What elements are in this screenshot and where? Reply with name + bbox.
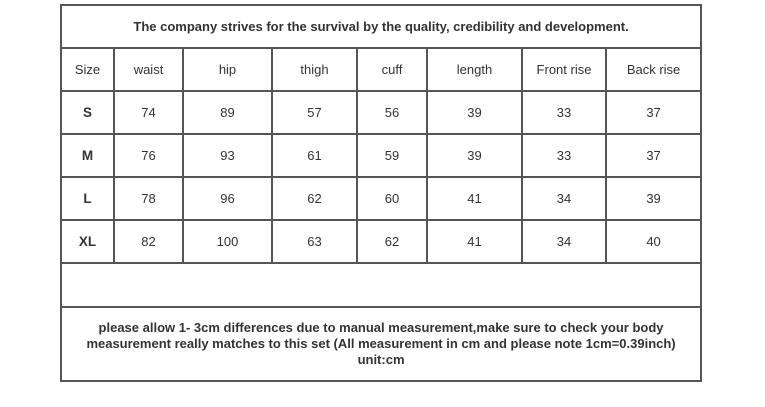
table-cell: 60 — [356, 176, 428, 221]
table-cell: 34 — [521, 176, 607, 221]
table-cell: 93 — [182, 133, 273, 178]
size-cell: M — [60, 133, 115, 178]
table-cell: 76 — [113, 133, 184, 178]
table-cell: 41 — [426, 219, 523, 264]
table-cell: 62 — [271, 176, 358, 221]
table-cell: 39 — [426, 133, 523, 178]
size-cell: S — [60, 90, 115, 135]
column-header: length — [426, 47, 523, 92]
column-header: thigh — [271, 47, 358, 92]
table-cell: 33 — [521, 90, 607, 135]
unit-note: unit:cm — [357, 352, 405, 367]
table-cell: 39 — [426, 90, 523, 135]
table-cell: 59 — [356, 133, 428, 178]
measurement-note: please allow 1- 3cm differences due to m… — [59, 306, 703, 382]
size-cell: L — [60, 176, 115, 221]
size-cell: XL — [60, 219, 115, 264]
blank-row — [59, 262, 703, 308]
header-row: Size waist hip thigh cuff length Front r… — [60, 47, 703, 92]
table-cell: 37 — [604, 133, 703, 178]
table-cell: 39 — [604, 176, 703, 221]
table-cell: 62 — [356, 219, 428, 264]
column-header: Front rise — [521, 47, 607, 92]
table-cell: 100 — [182, 219, 273, 264]
column-header: cuff — [356, 47, 428, 92]
table-cell: 34 — [521, 219, 607, 264]
table-cell: 37 — [604, 90, 703, 135]
table-cell: 63 — [271, 219, 358, 264]
column-header: hip — [182, 47, 273, 92]
table-row: L 78 96 62 60 41 34 39 — [60, 176, 703, 221]
table-cell: 56 — [356, 90, 428, 135]
table-cell: 74 — [113, 90, 184, 135]
table-cell: 89 — [182, 90, 273, 135]
table-cell: 78 — [113, 176, 184, 221]
column-header: waist — [113, 47, 184, 92]
table-row: M 76 93 61 59 39 33 37 — [60, 133, 703, 178]
note-line: measurement really matches to this set (… — [86, 336, 676, 351]
table-cell: 57 — [271, 90, 358, 135]
size-chart-table: The company strives for the survival by … — [59, 4, 703, 382]
table-cell: 82 — [113, 219, 184, 264]
table-row: XL 82 100 63 62 41 34 40 — [60, 219, 703, 264]
note-line: please allow 1- 3cm differences due to m… — [98, 320, 664, 335]
column-header: Size — [60, 47, 115, 92]
table-cell: 40 — [604, 219, 703, 264]
table-cell: 41 — [426, 176, 523, 221]
column-header: Back rise — [604, 47, 703, 92]
table-cell: 33 — [521, 133, 607, 178]
table-row: S 74 89 57 56 39 33 37 — [60, 90, 703, 135]
table-cell: 61 — [271, 133, 358, 178]
table-title: The company strives for the survival by … — [59, 4, 703, 49]
table-cell: 96 — [182, 176, 273, 221]
